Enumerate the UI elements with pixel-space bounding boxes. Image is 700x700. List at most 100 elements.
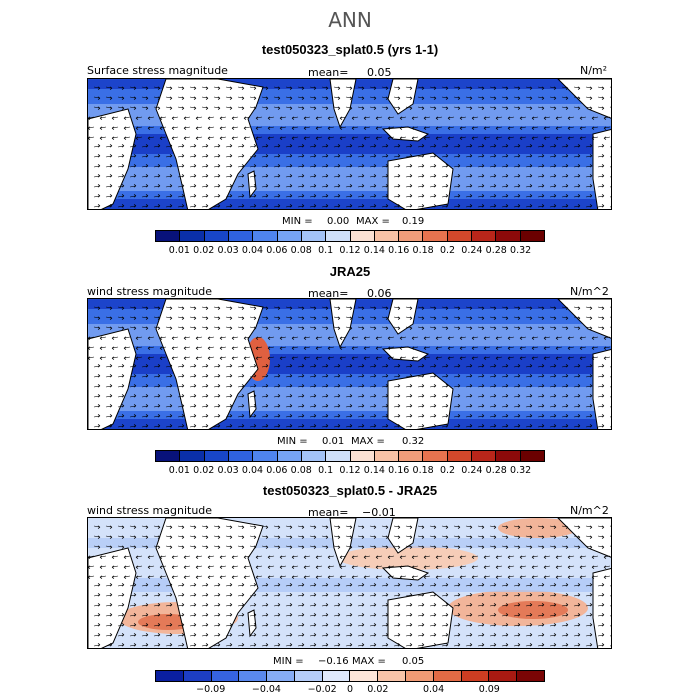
- colorbar-swatch: [183, 671, 212, 681]
- colorbar-tick-label: 0.01: [168, 465, 190, 476]
- colorbar-tick-label: 0.03: [217, 465, 239, 476]
- panel-1-min-label: MIN =: [282, 216, 313, 227]
- colorbar-swatch: [156, 231, 181, 241]
- colorbar-tick-label: 0.14: [363, 465, 385, 476]
- panel-2-min-label: MIN =: [277, 436, 308, 447]
- colorbar-tick-label: 0.28: [485, 245, 507, 256]
- colorbar-swatch: [374, 231, 400, 241]
- colorbar-swatch: [399, 231, 424, 241]
- colorbar-swatch: [180, 231, 205, 241]
- colorbar-tick-label: 0.04: [422, 684, 445, 695]
- panel-1-min-value: 0.00: [327, 216, 350, 227]
- panel-2-left-label: wind stress magnitude: [87, 285, 213, 298]
- colorbar-swatch: [496, 451, 521, 461]
- colorbar-swatch: [423, 451, 448, 461]
- panel-1-units: N/m²: [580, 64, 608, 77]
- colorbar-swatch: [301, 231, 327, 241]
- colorbar-swatch: [228, 231, 254, 241]
- colorbar-tick-label: 0: [346, 684, 354, 695]
- colorbar-swatch: [211, 671, 240, 681]
- colorbar-swatch: [461, 671, 490, 681]
- figure-title: ANN: [328, 8, 372, 32]
- colorbar-swatch: [374, 451, 400, 461]
- colorbar-tick-label: −0.09: [196, 684, 226, 695]
- panel-2-colorbar-ticks: 0.01 0.02 0.03 0.04 0.06 0.08 0.1 0.12 0.14 0.16 0…: [0, 465, 700, 477]
- colorbar-tick-label: 0.06: [266, 245, 288, 256]
- panel-1-max-label: MAX =: [356, 216, 390, 227]
- panel-1-left-label: Surface stress magnitude: [87, 64, 228, 77]
- panel-2-max-label: MAX =: [351, 436, 385, 447]
- colorbar-tick-label: 0.28: [485, 465, 507, 476]
- colorbar-tick-label: −0.02: [307, 684, 337, 695]
- colorbar-swatch: [496, 231, 521, 241]
- colorbar-tick-label: 0.1: [318, 245, 334, 256]
- colorbar-swatch: [433, 671, 462, 681]
- panel-2-mean-label: mean=: [308, 287, 349, 300]
- panel-3-mean-label: mean=: [308, 506, 349, 519]
- colorbar-swatch: [267, 671, 295, 681]
- panel-2-mean-value: 0.06: [367, 287, 392, 300]
- colorbar-swatch: [277, 231, 302, 241]
- colorbar-swatch: [472, 231, 497, 241]
- colorbar-swatch: [447, 451, 473, 461]
- colorbar-swatch: [204, 231, 229, 241]
- panel-3-mean-value: −0.01: [362, 506, 396, 519]
- colorbar-swatch: [294, 671, 323, 681]
- panel-1-map-svg: [88, 79, 611, 209]
- colorbar-tick-label: 0.1: [318, 465, 334, 476]
- colorbar-tick-label: 0.18: [412, 465, 434, 476]
- panel-3-map-svg: [88, 518, 611, 648]
- colorbar-swatch: [399, 451, 424, 461]
- colorbar-swatch: [378, 671, 407, 681]
- colorbar-swatch: [322, 671, 351, 681]
- panel-1-mean-value: 0.05: [367, 66, 392, 79]
- colorbar-swatch: [277, 451, 302, 461]
- colorbar-swatch: [204, 451, 229, 461]
- colorbar-tick-label: 0.12: [339, 465, 361, 476]
- colorbar-swatch: [423, 231, 448, 241]
- colorbar-swatch: [350, 451, 375, 461]
- colorbar-tick-label: 0.14: [363, 245, 385, 256]
- colorbar-tick-label: 0.24: [461, 245, 483, 256]
- panel-1-mean-label: mean=: [308, 66, 349, 79]
- panel-3-title: test050323_splat0.5 - JRA25: [262, 483, 438, 498]
- colorbar-swatch: [350, 231, 375, 241]
- colorbar-tick-label: 0.16: [388, 465, 410, 476]
- panel-2-map-svg: [88, 299, 611, 429]
- colorbar-swatch: [301, 451, 327, 461]
- colorbar-swatch: [447, 231, 473, 241]
- panel-3-max-value: 0.05: [402, 656, 425, 667]
- colorbar-swatch: [253, 231, 278, 241]
- colorbar-swatch: [228, 451, 254, 461]
- panel-3-min-value: −0.16: [318, 656, 349, 667]
- panel-1-max-value: 0.19: [402, 216, 425, 227]
- panel-3-map: [87, 517, 612, 649]
- colorbar-swatch: [520, 231, 544, 241]
- panel-3-min-label: MIN =: [273, 656, 304, 667]
- panel-2-units: N/m^2: [570, 285, 609, 298]
- colorbar-tick-label: 0.2: [439, 465, 456, 476]
- colorbar-tick-label: 0.02: [193, 245, 215, 256]
- panel-2-max-value: 0.32: [402, 436, 425, 447]
- panel-3-units: N/m^2: [570, 504, 609, 517]
- colorbar-swatch: [253, 451, 278, 461]
- colorbar-tick-label: 0.18: [412, 245, 434, 256]
- panel-1-colorbar-ticks: 0.01 0.02 0.03 0.04 0.06 0.08 0.1 0.12 0.14 0.16 0…: [0, 245, 700, 257]
- colorbar-tick-label: 0.06: [266, 465, 288, 476]
- colorbar-swatch: [517, 671, 544, 681]
- colorbar-tick-label: 0.16: [388, 245, 410, 256]
- colorbar-tick-label: 0.08: [290, 465, 312, 476]
- colorbar-tick-label: 0.01: [168, 245, 190, 256]
- colorbar-tick-label: 0.32: [510, 245, 532, 256]
- colorbar-tick-label: 0.04: [241, 465, 264, 476]
- colorbar-swatch: [156, 451, 181, 461]
- panel-3-left-label: wind stress magnitude: [87, 504, 213, 517]
- colorbar-swatch: [326, 451, 351, 461]
- panel-2-colorbar: [155, 450, 545, 462]
- colorbar-tick-label: 0.03: [217, 245, 239, 256]
- colorbar-tick-label: 0.04: [241, 245, 264, 256]
- colorbar-swatch: [520, 451, 544, 461]
- colorbar-tick-label: 0.02: [367, 684, 389, 695]
- panel-2-title: JRA25: [329, 264, 371, 279]
- panel-3-max-label: MAX =: [352, 656, 386, 667]
